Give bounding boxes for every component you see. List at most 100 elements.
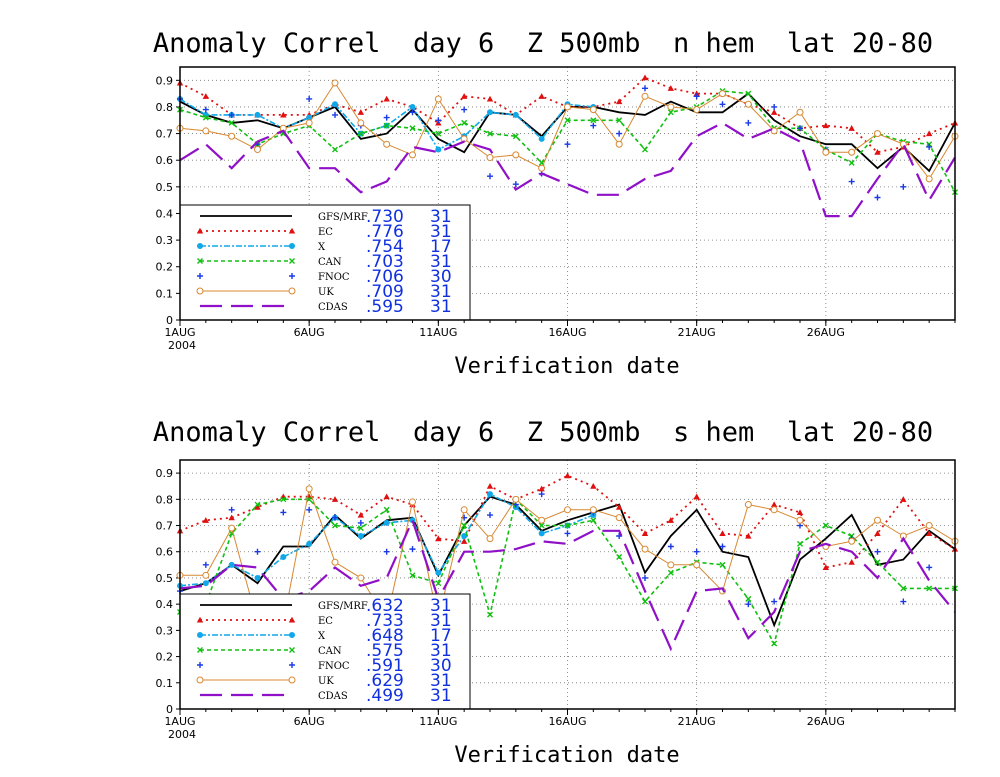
data-point (667, 85, 675, 91)
data-point (383, 548, 390, 555)
data-point (642, 598, 648, 605)
data-point (228, 119, 235, 126)
legend-mean: .591 (366, 656, 404, 676)
legend-label: GFS/MRF (318, 601, 368, 612)
data-point (512, 133, 519, 140)
data-point (409, 572, 416, 579)
data-point (744, 501, 752, 509)
south-hemisphere-panel: Anomaly Correl day 6 Z 500mb s hem lat 2… (153, 417, 959, 768)
data-point (461, 119, 468, 126)
data-point (305, 485, 313, 493)
data-point (822, 564, 830, 571)
y-tick-label: 0 (166, 314, 173, 327)
data-point (512, 181, 519, 188)
data-point (228, 514, 235, 521)
legend-marker (289, 647, 295, 653)
data-point (486, 95, 494, 102)
data-point (564, 522, 571, 529)
data-point (616, 130, 623, 137)
data-point (228, 132, 236, 140)
data-point (900, 585, 907, 592)
legend-label: CAN (318, 257, 342, 268)
legend-label: UK (318, 287, 334, 298)
legend-count: 30 (430, 656, 452, 676)
data-point (925, 522, 933, 530)
data-point (202, 127, 210, 135)
data-point (202, 561, 209, 568)
legend-label: UK (318, 676, 334, 687)
legend-count: 31 (430, 252, 452, 272)
data-point (332, 146, 338, 153)
y-tick-label: 0.4 (156, 207, 174, 220)
data-point (642, 574, 648, 581)
y-tick-label: 0.9 (156, 467, 174, 480)
plot-frame (179, 459, 956, 710)
data-point (770, 127, 778, 135)
data-point (641, 74, 649, 81)
data-point (719, 561, 726, 568)
legend-label: X (318, 631, 326, 642)
data-point (848, 559, 855, 565)
plot-frame (179, 66, 956, 321)
data-point (280, 509, 287, 516)
data-point (822, 522, 829, 529)
x-tick-label: 21AUG (678, 326, 716, 339)
data-point (900, 598, 907, 605)
data-point (796, 516, 804, 524)
data-point (874, 516, 881, 524)
data-point (797, 125, 803, 132)
series-line (179, 98, 594, 151)
y-tick-label: 0.4 (156, 598, 174, 611)
data-point (744, 100, 752, 108)
data-point (538, 522, 545, 529)
legend-label: CAN (318, 646, 342, 657)
legend-marker (197, 273, 203, 279)
data-point (796, 509, 804, 515)
data-point (254, 501, 261, 508)
data-point (616, 533, 623, 540)
data-point (874, 548, 881, 555)
data-point (925, 175, 933, 183)
data-point (435, 580, 442, 587)
data-point (306, 540, 313, 547)
data-point (487, 109, 493, 116)
data-point (693, 106, 701, 114)
data-point (487, 491, 493, 498)
data-point (357, 574, 365, 582)
y-tick-label: 0.2 (156, 261, 174, 274)
data-point (202, 517, 210, 523)
data-point (538, 516, 546, 524)
x-tick-label: 1AUG (164, 326, 195, 339)
data-point (667, 543, 674, 550)
data-point (383, 122, 390, 129)
y-tick-label: 0.6 (156, 546, 174, 559)
data-point (228, 561, 235, 568)
data-point (538, 93, 545, 99)
data-point (874, 194, 881, 201)
legend-mean: .730 (366, 207, 404, 227)
data-point (796, 108, 804, 116)
series-uk (176, 79, 959, 183)
data-point (434, 95, 442, 103)
data-point (202, 106, 209, 113)
data-point (487, 611, 493, 618)
legend-label: FNOC (318, 272, 350, 283)
legend-marker (289, 632, 295, 638)
data-point (332, 514, 338, 521)
y-tick-label: 0.7 (156, 128, 174, 141)
legend-marker (289, 273, 295, 279)
y-tick-label: 0.5 (156, 181, 174, 194)
data-point (770, 506, 778, 514)
data-point (461, 533, 468, 540)
series-line (179, 121, 956, 218)
data-point (487, 173, 493, 180)
data-point (848, 159, 855, 166)
data-point (745, 90, 752, 97)
data-point (848, 148, 856, 156)
data-point (925, 530, 933, 536)
data-point (771, 640, 778, 647)
x-tick-label: 21AUG (678, 715, 716, 728)
data-point (435, 130, 442, 137)
legend-marker (196, 616, 204, 623)
